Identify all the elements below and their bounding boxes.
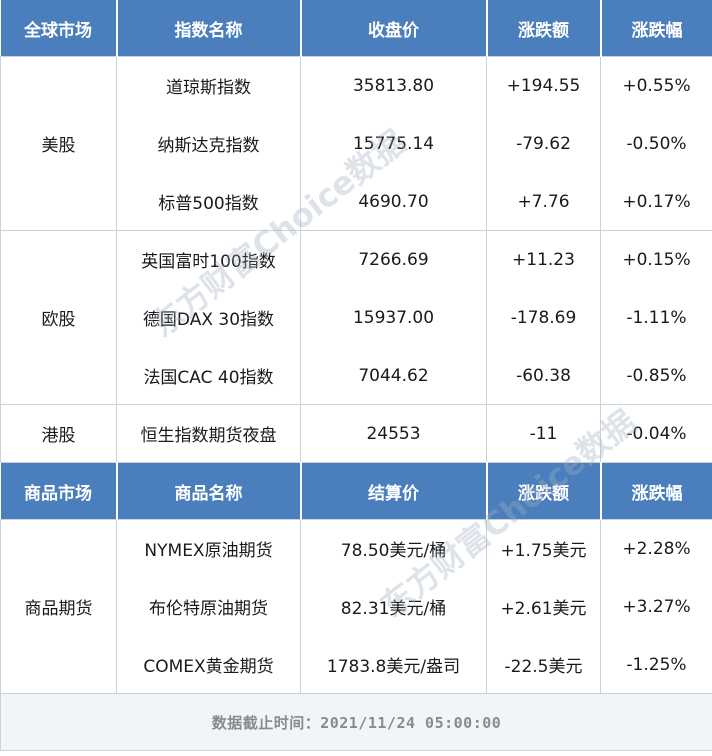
pct-cell: -0.04% xyxy=(600,404,712,463)
change-cell: +194.55 xyxy=(486,56,601,115)
price-cell: 78.50美元/桶 xyxy=(300,519,487,578)
change-cell: +2.61美元 xyxy=(486,577,601,636)
header-cell: 涨跌额 xyxy=(485,462,602,520)
price-cell: 15937.00 xyxy=(300,288,487,347)
price-cell: 4690.70 xyxy=(300,172,487,231)
header-cell: 指数名称 xyxy=(115,0,302,57)
data-timestamp: 数据截止时间：2021/11/24 05:00:00 xyxy=(0,693,712,751)
price-cell: 35813.80 xyxy=(300,56,487,115)
table-row: COMEX黄金期货 1783.8美元/盎司 -22.5美元 -1.25% xyxy=(1,635,712,694)
price-cell: 15775.14 xyxy=(300,114,487,173)
header-cell: 结算价 xyxy=(299,462,488,520)
table-row: 布伦特原油期货 82.31美元/桶 +2.61美元 +3.27% xyxy=(1,577,712,636)
change-cell: +11.23 xyxy=(486,230,601,289)
pct-cell: +2.28% xyxy=(600,519,712,578)
header-cell: 商品市场 xyxy=(0,462,118,520)
header-cell: 涨跌额 xyxy=(485,0,602,57)
header-row: 商品市场 商品名称 结算价 涨跌额 涨跌幅 xyxy=(0,462,712,520)
change-cell: -178.69 xyxy=(486,288,601,347)
name-cell: NYMEX原油期货 xyxy=(116,519,301,578)
name-cell: 恒生指数期货夜盘 xyxy=(116,404,301,463)
name-cell: COMEX黄金期货 xyxy=(116,635,301,694)
pct-cell: -1.25% xyxy=(600,635,712,694)
change-cell: -60.38 xyxy=(486,346,601,405)
name-cell: 英国富时100指数 xyxy=(116,230,301,289)
change-cell: +1.75美元 xyxy=(486,519,601,578)
price-cell: 24553 xyxy=(300,404,487,463)
change-cell: +7.76 xyxy=(486,172,601,231)
pct-cell: +0.17% xyxy=(600,172,712,231)
change-cell: -79.62 xyxy=(486,114,601,173)
header-cell: 收盘价 xyxy=(299,0,488,57)
name-cell: 标普500指数 xyxy=(116,172,301,231)
footer-row: 数据截止时间：2021/11/24 05:00:00 xyxy=(0,693,712,751)
table-row: 欧股 英国富时100指数 7266.69 +11.23 +0.15% xyxy=(0,230,712,405)
price-cell: 7266.69 xyxy=(300,230,487,289)
pct-cell: -1.11% xyxy=(600,288,712,347)
header-cell: 涨跌幅 xyxy=(599,0,712,57)
name-cell: 法国CAC 40指数 xyxy=(116,346,301,405)
price-cell: 82.31美元/桶 xyxy=(300,577,487,636)
market-cell: 商品期货 xyxy=(0,519,117,694)
price-cell: 1783.8美元/盎司 xyxy=(300,635,487,694)
table-row: 美股 道琼斯指数 35813.80 +194.55 +0.55% xyxy=(0,56,712,231)
price-cell: 7044.62 xyxy=(300,346,487,405)
header-cell: 全球市场 xyxy=(0,0,118,57)
market-cell: 港股 xyxy=(0,404,117,463)
table-row: 纳斯达克指数 15775.14 -79.62 -0.50% xyxy=(1,114,712,173)
pct-cell: +3.27% xyxy=(600,577,712,636)
header-cell: 涨跌幅 xyxy=(599,462,712,520)
pct-cell: +0.55% xyxy=(600,56,712,115)
header-row: 全球市场 指数名称 收盘价 涨跌额 涨跌幅 xyxy=(0,0,712,57)
change-cell: -11 xyxy=(486,404,601,463)
table-row: 法国CAC 40指数 7044.62 -60.38 -0.85% xyxy=(1,346,712,405)
name-cell: 布伦特原油期货 xyxy=(116,577,301,636)
table-row: 港股 恒生指数期货夜盘 24553 -11 -0.04% xyxy=(0,404,712,463)
table-row: 德国DAX 30指数 15937.00 -178.69 -1.11% xyxy=(1,288,712,347)
market-cell: 美股 xyxy=(0,56,117,231)
market-cell: 欧股 xyxy=(0,230,117,405)
name-cell: 德国DAX 30指数 xyxy=(116,288,301,347)
change-cell: -22.5美元 xyxy=(486,635,601,694)
pct-cell: -0.50% xyxy=(600,114,712,173)
name-cell: 道琼斯指数 xyxy=(116,56,301,115)
pct-cell: -0.85% xyxy=(600,346,712,405)
name-cell: 纳斯达克指数 xyxy=(116,114,301,173)
pct-cell: +0.15% xyxy=(600,230,712,289)
table-row: 商品期货 NYMEX原油期货 78.50美元/桶 +1.75美元 +2.28% xyxy=(0,519,712,694)
header-cell: 商品名称 xyxy=(115,462,302,520)
